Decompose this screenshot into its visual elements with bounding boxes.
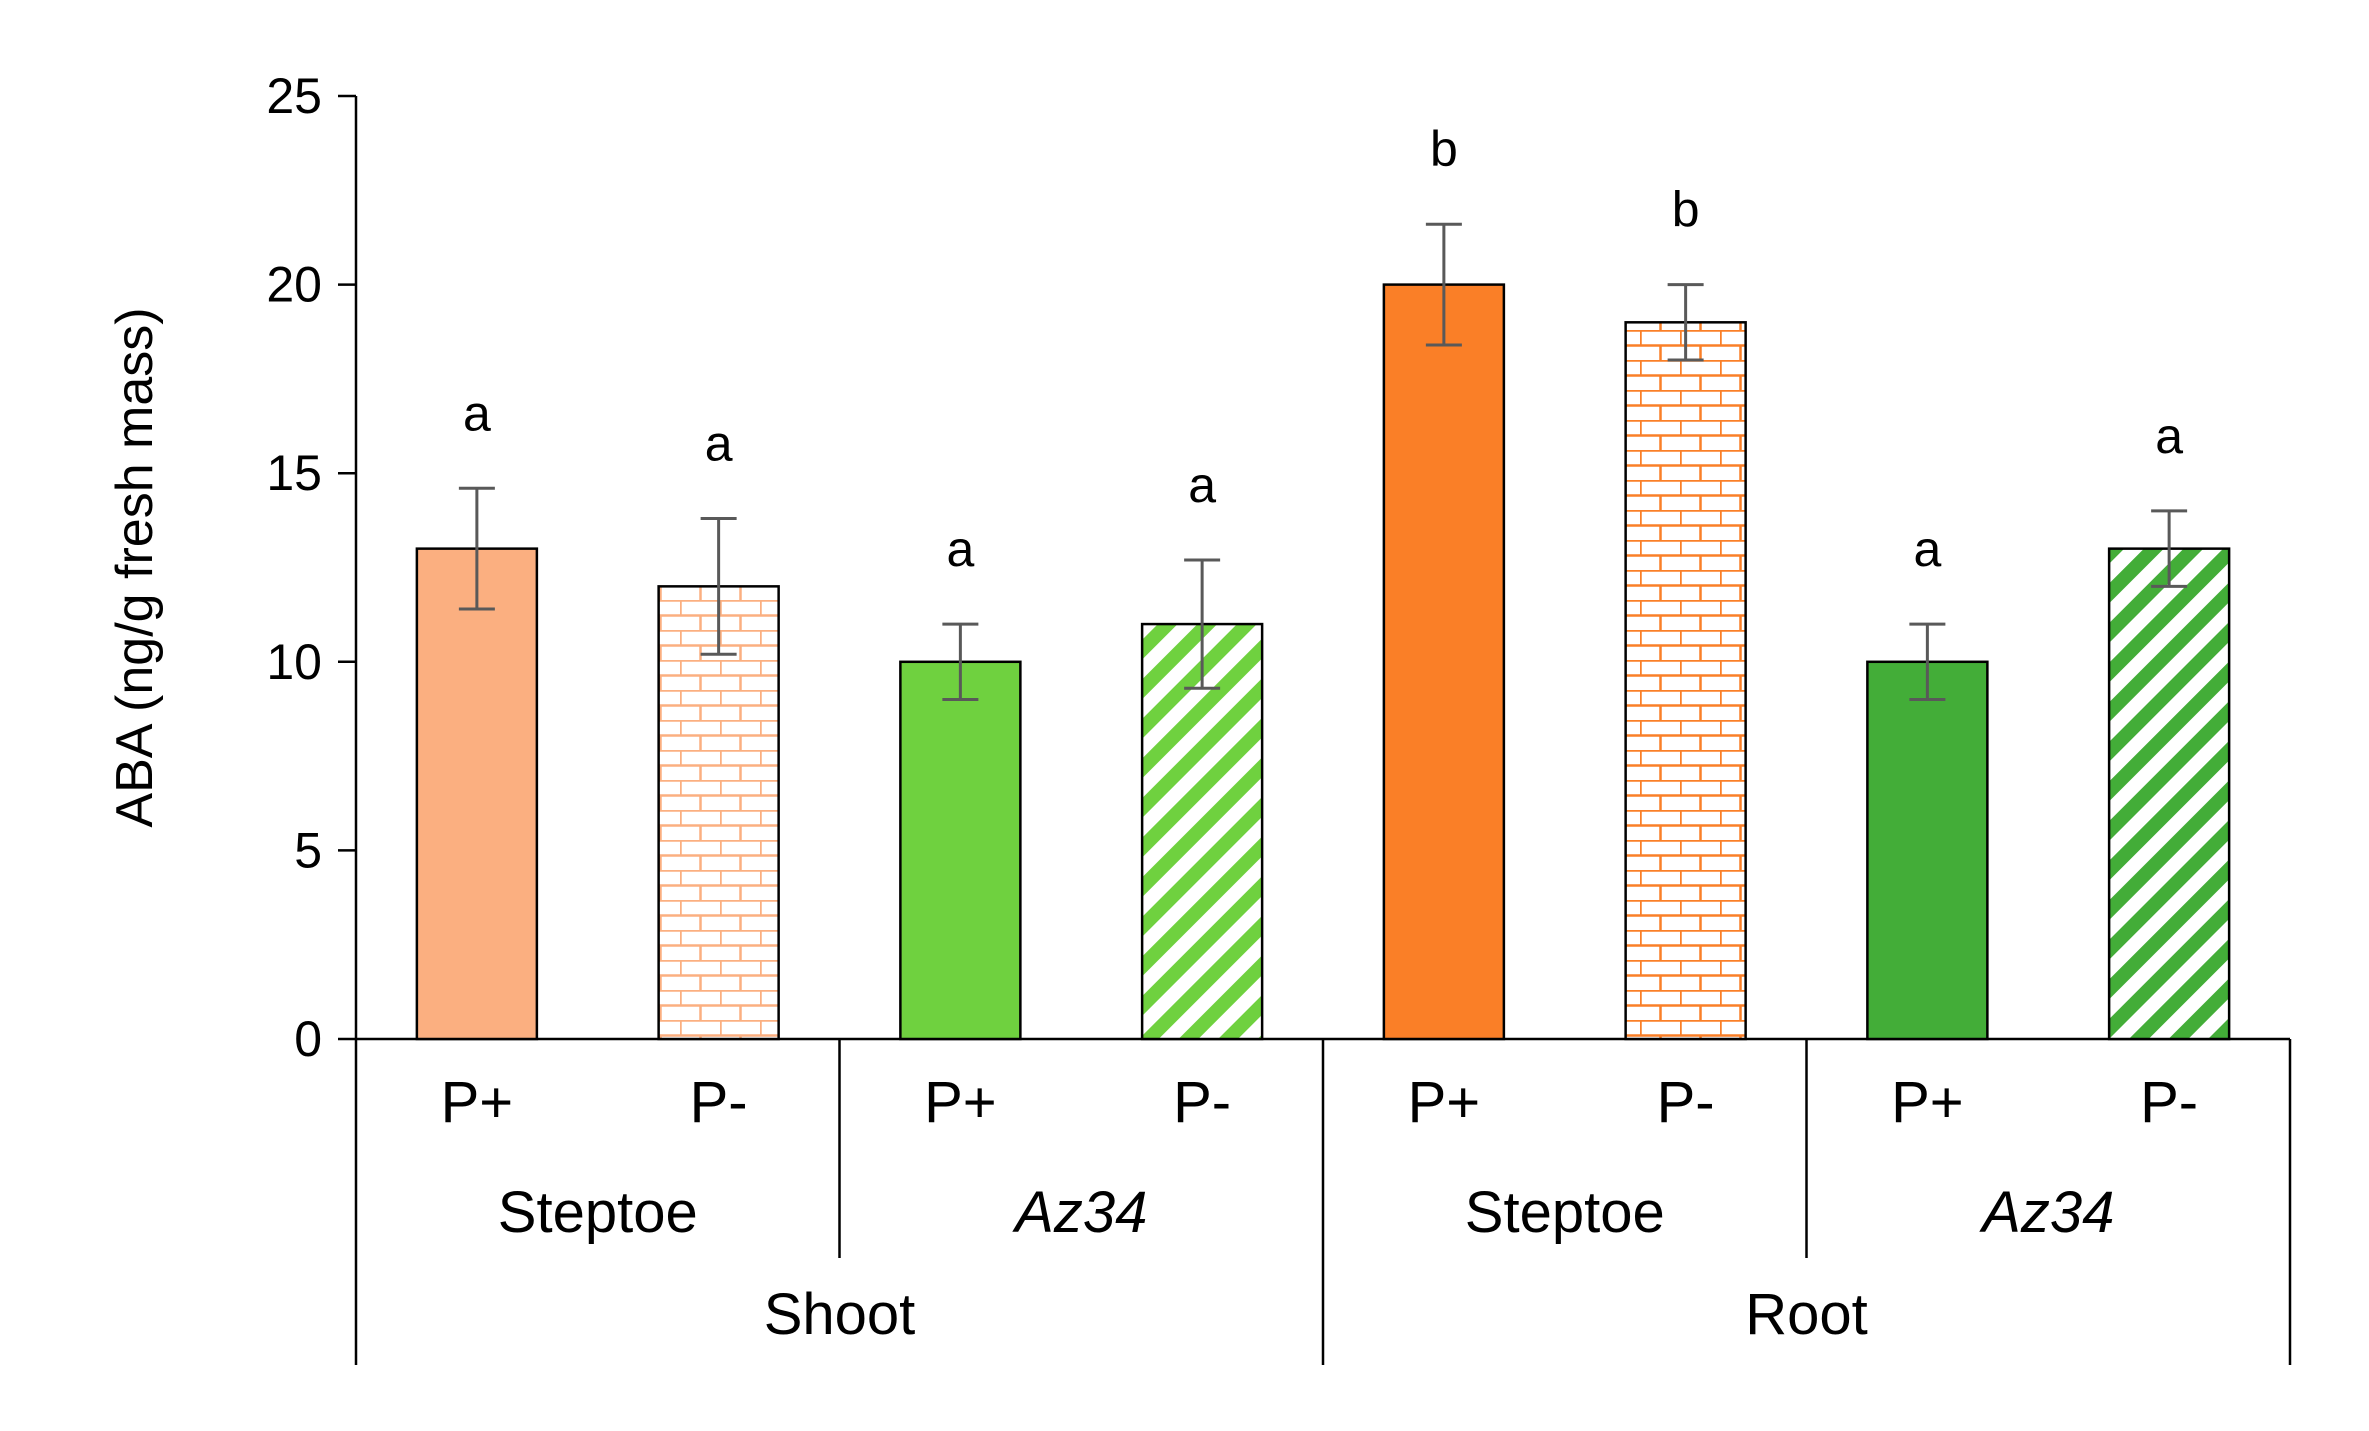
error-bar-0 — [458, 486, 495, 611]
bar-7 — [2107, 547, 2231, 1041]
significance-letter-2: a — [946, 521, 974, 577]
significance-letter-0: a — [463, 385, 491, 441]
treatment-label-2: P+ — [924, 1070, 997, 1135]
genotype-label-1: Az34 — [1012, 1180, 1147, 1245]
error-bar-1 — [700, 516, 737, 656]
tissue-label-1: Root — [1745, 1282, 1868, 1347]
y-tick-label-25: 25 — [266, 68, 322, 124]
error-bar-4 — [1425, 222, 1462, 347]
bars-layer — [415, 222, 2231, 1041]
significance-letter-1: a — [705, 415, 733, 471]
significance-letter-5: b — [1672, 182, 1700, 238]
significance-letter-7: a — [2155, 408, 2183, 464]
significance-letter-4: b — [1430, 121, 1458, 177]
treatment-label-3: P- — [1173, 1070, 1231, 1135]
genotype-label-2: Steptoe — [1465, 1180, 1665, 1245]
bar-0 — [415, 547, 539, 1041]
y-tick-label-0: 0 — [294, 1011, 322, 1067]
axes-layer — [338, 94, 2292, 1365]
error-bar-3 — [1184, 558, 1221, 690]
y-tick-label-5: 5 — [294, 822, 322, 878]
genotype-label-3: Az34 — [1979, 1180, 2114, 1245]
y-tick-label-15: 15 — [266, 445, 322, 501]
labels-layer: 0 5 10 15 20 25 ABA (ng/g fresh mass) a P+ a P-a P+… — [106, 68, 2198, 1347]
treatment-label-5: P- — [1657, 1070, 1715, 1135]
treatment-label-1: P- — [690, 1070, 748, 1135]
treatment-label-7: P- — [2140, 1070, 2198, 1135]
y-axis-title: ABA (ng/g fresh mass) — [106, 307, 164, 827]
y-tick-label-10: 10 — [266, 634, 322, 690]
treatment-label-6: P+ — [1891, 1070, 1964, 1135]
tissue-label-0: Shoot — [764, 1282, 916, 1347]
genotype-label-0: Steptoe — [498, 1180, 698, 1245]
significance-letter-3: a — [1188, 457, 1216, 513]
bar-1 — [657, 585, 780, 1041]
treatment-label-0: P+ — [441, 1070, 514, 1135]
error-bar-6 — [1909, 622, 1946, 702]
error-bar-7 — [2151, 509, 2188, 588]
error-bar-5 — [1667, 283, 1704, 362]
treatment-label-4: P+ — [1408, 1070, 1481, 1135]
y-tick-label-20: 20 — [266, 257, 322, 313]
significance-letter-6: a — [1913, 521, 1941, 577]
bar-3 — [1140, 622, 1264, 1041]
bar-2 — [899, 660, 1022, 1041]
bar-4 — [1382, 283, 1506, 1041]
bar-6 — [1866, 660, 1989, 1041]
error-bar-2 — [942, 622, 979, 702]
bar-5 — [1624, 321, 1747, 1041]
